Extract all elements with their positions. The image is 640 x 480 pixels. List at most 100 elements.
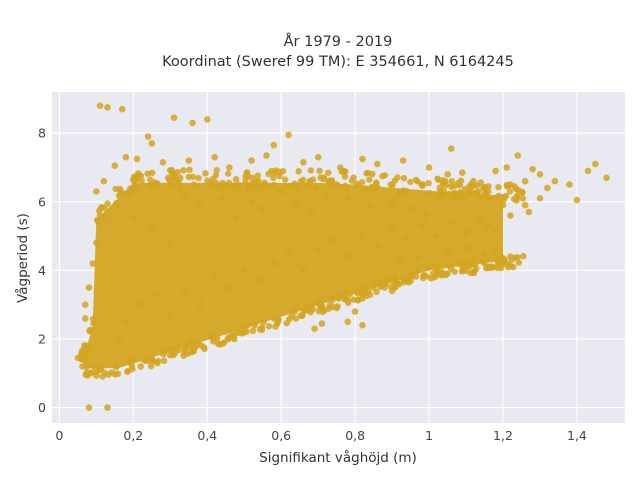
data-point-79 [311,325,318,333]
cloud-dot [128,362,135,369]
data-point-57 [111,162,119,169]
chart-title-line-1: År 1979 - 2019 [284,33,393,50]
cloud-dot [461,185,469,193]
cloud-dot [298,312,306,319]
cloud-dot [470,182,477,190]
data-point-87 [492,246,499,254]
cloud-dot [494,256,501,263]
cloud-dot [285,183,292,190]
data-point-94 [233,215,241,223]
cloud-dot [138,177,145,185]
cloud-dot [403,187,410,195]
data-point-70 [137,363,144,370]
cloud-dot [520,252,527,260]
data-point-55 [133,155,141,163]
y-tick-label-0: 0 [38,400,46,415]
data-point-24 [507,181,514,188]
cloud-dot [135,170,142,177]
data-point-106 [115,335,122,343]
data-point-82 [381,280,389,288]
data-point-110 [167,311,174,319]
cloud-dot [261,179,268,186]
cloud-dot [99,373,106,380]
cloud-dot [112,364,120,371]
data-point-30 [470,177,477,185]
cloud-dot [515,259,522,266]
cloud-dot [504,264,512,271]
data-point-104 [407,205,414,212]
data-point-5 [204,116,211,123]
cloud-dot [407,178,414,186]
cloud-dot [148,357,155,364]
data-point-13 [592,160,599,168]
cloud-dot [101,204,108,211]
cloud-dot [181,349,188,356]
cloud-dot [101,212,109,220]
data-point-29 [484,188,492,195]
cloud-dot [442,271,449,279]
cloud-dot [436,193,444,201]
cloud-dot [130,356,137,364]
cloud-dot [425,180,432,187]
cloud-dot [225,179,233,187]
data-point-69 [85,346,93,353]
cloud-dot [342,290,349,297]
cloud-dot [265,323,273,330]
data-point-50 [248,157,255,164]
cloud-dot [479,258,487,265]
data-point-2 [118,105,126,113]
data-point-58 [100,177,108,185]
data-point-15 [584,167,592,175]
cloud-dot [396,190,403,197]
data-point-112 [196,301,204,309]
cloud-dot [495,192,502,200]
data-point-52 [211,153,218,161]
cloud-dot [90,320,97,327]
cloud-dot [426,189,433,197]
data-point-100 [322,191,329,199]
cloud-dot [261,184,268,191]
cloud-dot [512,254,519,261]
data-point-84 [433,267,440,274]
cloud-dot [400,279,408,286]
data-point-53 [185,157,193,164]
cloud-dot [114,370,122,377]
cloud-dot [413,268,421,275]
data-point-8 [285,131,292,139]
cloud-dot [458,262,466,269]
cloud-dot [202,170,209,177]
data-point-114 [226,284,233,291]
cloud-dot [342,168,349,175]
data-point-80 [388,287,396,295]
cloud-dot [96,366,104,373]
cloud-dot [460,195,467,202]
data-point-36 [455,191,462,199]
data-point-17 [573,196,581,204]
data-point-120 [314,246,322,254]
density-cloud [78,166,527,380]
y-tick-label-2: 4 [38,263,46,278]
data-point-121 [329,236,337,243]
cloud-dot [170,351,177,359]
data-point-18 [551,177,559,185]
cloud-dot [283,320,290,327]
cloud-dot [334,294,341,301]
data-point-4 [189,119,196,127]
cloud-dot [354,297,362,304]
cloud-dot [291,308,298,315]
cloud-dot [305,304,312,311]
cloud-dot [270,174,277,181]
cloud-dot [244,169,251,176]
data-point-101 [344,195,352,202]
cloud-dot [176,184,184,191]
cloud-dot [352,288,360,295]
data-point-44 [399,157,407,164]
data-point-16 [566,181,573,188]
data-point-108 [137,301,144,309]
data-point-45 [374,160,381,168]
cloud-dot [497,264,505,272]
cloud-dot [295,168,302,175]
cloud-dot [448,183,455,190]
cloud-dot [236,329,243,336]
cloud-dot [506,188,514,195]
